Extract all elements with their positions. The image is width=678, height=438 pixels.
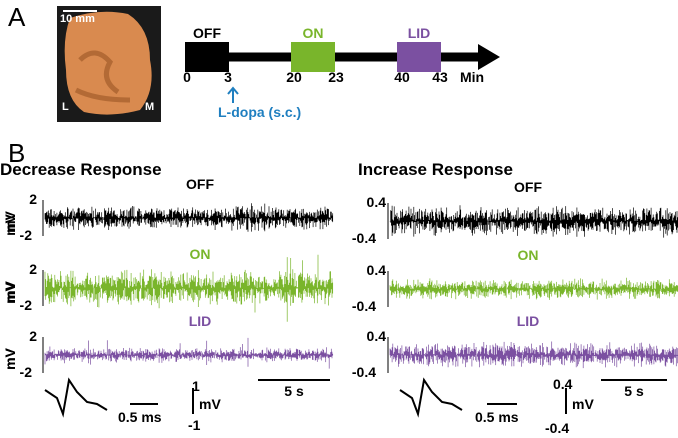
time-tick: 43: [432, 69, 448, 85]
time-bar-label: 5 s: [284, 383, 304, 399]
state-label: OFF: [193, 25, 221, 41]
y-tick: -0.4: [352, 298, 376, 314]
y-tick: 2: [29, 328, 37, 344]
off-box: [185, 42, 229, 72]
amp-label: mV: [199, 396, 221, 412]
y-tick: -0.4: [352, 364, 376, 380]
time-tick: 0: [183, 69, 191, 85]
time-tick: 40: [394, 69, 410, 85]
time-scale-label: 0.5 ms: [475, 409, 519, 425]
row-label: ON: [518, 247, 539, 263]
waveform: [44, 377, 108, 418]
trace: [389, 277, 678, 300]
amp-label: mV: [572, 396, 594, 412]
amp-label: 1: [192, 378, 200, 394]
y-tick: -0.4: [352, 230, 376, 246]
amp-label: -0.4: [545, 420, 569, 436]
row-label: OFF: [186, 176, 214, 192]
row-label: ON: [190, 246, 211, 262]
row-label: LID: [517, 313, 540, 329]
time-bar-label: 5 s: [624, 383, 644, 399]
y-tick: 0.4: [367, 328, 387, 344]
trace: [44, 337, 334, 369]
y-label: mV: [2, 347, 18, 369]
y-tick: -2: [20, 364, 33, 380]
y-tick: -2: [20, 227, 33, 243]
state-label: ON: [303, 25, 324, 41]
time-tick: 3: [224, 69, 232, 85]
orientation-label: M: [145, 101, 154, 113]
y-tick: 0.4: [367, 262, 387, 278]
time-unit: Min: [460, 69, 484, 85]
amp-label: -1: [188, 417, 201, 433]
row-label: OFF: [514, 179, 542, 195]
waveform: [399, 377, 463, 418]
timeline-arrowhead: [478, 44, 500, 70]
on-box: [291, 42, 335, 72]
y-label: mV: [2, 280, 18, 302]
state-label: LID: [408, 25, 431, 41]
row-label: LID: [189, 313, 212, 329]
time-scale-label: 0.5 ms: [118, 409, 162, 425]
panel-label: A: [8, 2, 26, 32]
trace: [389, 341, 678, 369]
lid-box: [397, 42, 441, 72]
orientation-label: L: [62, 101, 69, 113]
drug-label: L-dopa (s.c.): [218, 104, 301, 120]
y-tick: 0.4: [367, 194, 387, 210]
time-tick: 20: [286, 69, 302, 85]
injection-arrow: [227, 86, 239, 103]
trace: [389, 205, 678, 238]
column-title: Decrease Response: [0, 160, 162, 179]
brain-folds: [74, 50, 131, 103]
y-tick: 2: [29, 261, 37, 277]
y-label: mV: [2, 213, 18, 235]
y-label: mV: [2, 347, 18, 369]
y-tick: -2: [20, 297, 33, 313]
time-tick: 23: [328, 69, 344, 85]
y-label: mV: [2, 210, 18, 232]
column-title: Increase Response: [358, 160, 513, 179]
panel-label: B: [8, 138, 25, 168]
y-tick: 2: [29, 191, 37, 207]
trace: [44, 203, 334, 232]
amp-label: 0.4: [553, 376, 573, 392]
scale-label: 10 mm: [60, 13, 95, 25]
trace: [44, 254, 334, 322]
y-label: mV: [2, 281, 18, 303]
